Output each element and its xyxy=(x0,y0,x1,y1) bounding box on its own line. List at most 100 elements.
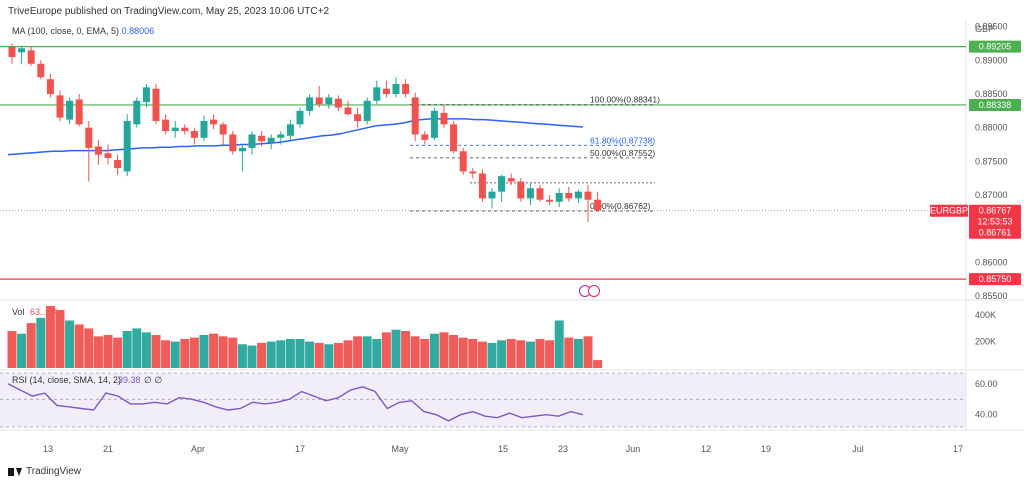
price-tag xyxy=(969,226,1021,239)
volume-bar xyxy=(113,337,123,368)
volume-bar xyxy=(593,360,603,368)
price-tag-label: 0.88338 xyxy=(979,100,1012,110)
rsi-tick-label: 40.00 xyxy=(975,410,998,420)
candle xyxy=(574,189,582,204)
candle-body xyxy=(382,88,390,95)
axis-layer: 0.89500 0.89000 0.88500 0.88000 0.87500 0.870… xyxy=(43,22,1021,454)
publisher-header: TriveEurope published on TradingView.com… xyxy=(8,6,330,17)
volume-bar xyxy=(381,332,391,368)
volume-bar xyxy=(458,337,468,368)
fib-level-label: 0.00%(0.86762) xyxy=(590,201,651,211)
candle xyxy=(56,90,64,121)
price-tag-label: EURGBP xyxy=(930,206,968,216)
price-tick-label: 0.87500 xyxy=(975,156,1008,166)
fib-level-label: 50.00%(0.87552) xyxy=(590,148,655,158)
candle xyxy=(142,83,150,108)
candle-body xyxy=(334,98,342,108)
volume-bar xyxy=(468,338,478,368)
candle-body xyxy=(219,124,227,135)
candle xyxy=(152,83,160,125)
volume-bar xyxy=(74,324,84,368)
candle-body xyxy=(421,134,429,140)
volume-bar xyxy=(391,329,401,368)
candle-body xyxy=(430,110,438,138)
candle xyxy=(114,154,122,175)
candle xyxy=(46,73,54,98)
candle-body xyxy=(574,191,582,199)
volume-bar xyxy=(93,336,103,368)
price-tag xyxy=(930,204,968,217)
price-tag xyxy=(969,204,1021,217)
volume-bar xyxy=(36,317,46,368)
volume-bar xyxy=(257,342,267,368)
candle-body xyxy=(450,124,458,152)
candle-body xyxy=(277,134,285,138)
candle-body xyxy=(546,199,554,202)
volume-bar xyxy=(199,335,209,368)
volume-bar xyxy=(189,337,199,368)
candle xyxy=(210,114,218,130)
volume-bar xyxy=(7,331,17,368)
time-tick-label: May xyxy=(391,444,409,454)
volume-bar xyxy=(305,341,315,368)
candle xyxy=(85,120,93,182)
candle xyxy=(402,79,410,98)
candle xyxy=(392,77,400,98)
volume-bar xyxy=(324,344,334,368)
volume-bar xyxy=(314,342,324,368)
volume-pane[interactable]: Vol 63.…K xyxy=(7,305,603,368)
time-tick-label: 13 xyxy=(43,444,53,454)
volume-tick-label: 200K xyxy=(975,337,996,347)
volume-bar xyxy=(372,338,382,368)
candle xyxy=(498,174,506,202)
candle xyxy=(421,131,429,145)
candle-body xyxy=(85,127,93,148)
candle-body xyxy=(37,63,45,78)
candle-body xyxy=(94,146,102,155)
candle-body xyxy=(488,191,496,199)
price-pane[interactable]: 100.00%(0.88341) 61.80%(0.87738) 50.00%(0.… xyxy=(0,43,966,297)
volume-title: Vol xyxy=(12,307,25,317)
candle-body xyxy=(325,97,333,105)
volume-bar xyxy=(17,333,27,368)
rsi-extra: ∅ ∅ xyxy=(144,375,162,385)
candle xyxy=(411,92,419,142)
candle-body xyxy=(565,192,573,199)
rsi-title: RSI (14, close, SMA, 14, 2) xyxy=(12,375,121,385)
price-tag-label: 12:53:53 xyxy=(977,217,1012,227)
candle-body xyxy=(392,83,400,95)
candle xyxy=(200,115,208,142)
candle xyxy=(18,45,26,64)
candle-body xyxy=(210,119,218,125)
candle xyxy=(181,124,189,135)
ma-legend[interactable]: MA (100, close, 0, EMA, 5) 0.88006 xyxy=(12,26,154,36)
candle xyxy=(430,107,438,140)
ma-line xyxy=(7,118,584,156)
candle xyxy=(440,104,448,128)
candle-body xyxy=(104,153,112,158)
rsi-pane[interactable]: RSI (14, close, SMA, 14, 2)39.38 ∅ ∅ xyxy=(0,372,966,428)
event-markers xyxy=(579,285,600,297)
volume-bar xyxy=(141,332,151,368)
candle xyxy=(478,169,486,202)
candle xyxy=(450,120,458,154)
price-tick-label: 0.89000 xyxy=(975,55,1008,65)
volume-bar xyxy=(429,333,439,368)
tradingview-logo[interactable]: TradingView xyxy=(8,466,81,477)
price-tag xyxy=(969,273,1021,286)
candle-body xyxy=(517,181,525,199)
candle xyxy=(555,188,563,208)
candle xyxy=(354,107,362,128)
price-tag xyxy=(969,40,1021,53)
price-tick-label: 0.87000 xyxy=(975,190,1008,200)
candle xyxy=(248,131,256,155)
candle-body xyxy=(181,127,189,132)
candle xyxy=(229,131,237,155)
candle-body xyxy=(75,99,83,125)
rsi-tick-label: 60.00 xyxy=(975,379,998,389)
ma-title: MA (100, close, 0, EMA, 5) xyxy=(12,26,120,36)
candle-body xyxy=(56,95,64,118)
candle-body xyxy=(344,107,352,115)
price-tag-label: 0.85750 xyxy=(979,274,1012,284)
